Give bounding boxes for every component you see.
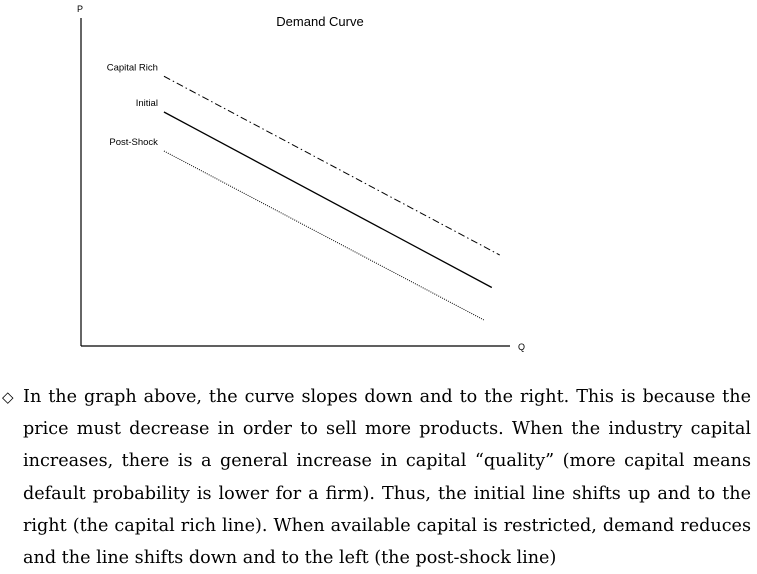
bullet-icon: ◇	[2, 388, 14, 406]
series-label-post-shock: Post-Shock	[109, 137, 158, 148]
series-line-initial	[163, 111, 493, 289]
series-line-capital-rich	[163, 75, 500, 256]
demand-curve-chart: Demand Curve P Q Capital Rich Initial Post…	[77, 4, 525, 352]
series-label-initial: Initial	[136, 98, 158, 109]
series-label-capital-rich: Capital Rich	[107, 62, 158, 73]
caption: ◇ In the graph above, the curve slopes d…	[0, 381, 757, 574]
series-line-post-shock	[163, 150, 485, 321]
caption-text: In the graph above, the curve slopes dow…	[23, 387, 751, 569]
chart-title: Demand Curve	[276, 14, 363, 29]
series-group: Capital Rich Initial Post-Shock	[107, 62, 500, 321]
chart-svg: Demand Curve P Q Capital Rich Initial Post…	[77, 4, 525, 352]
x-axis-label: Q	[518, 342, 525, 352]
y-axis-label: P	[77, 4, 83, 14]
